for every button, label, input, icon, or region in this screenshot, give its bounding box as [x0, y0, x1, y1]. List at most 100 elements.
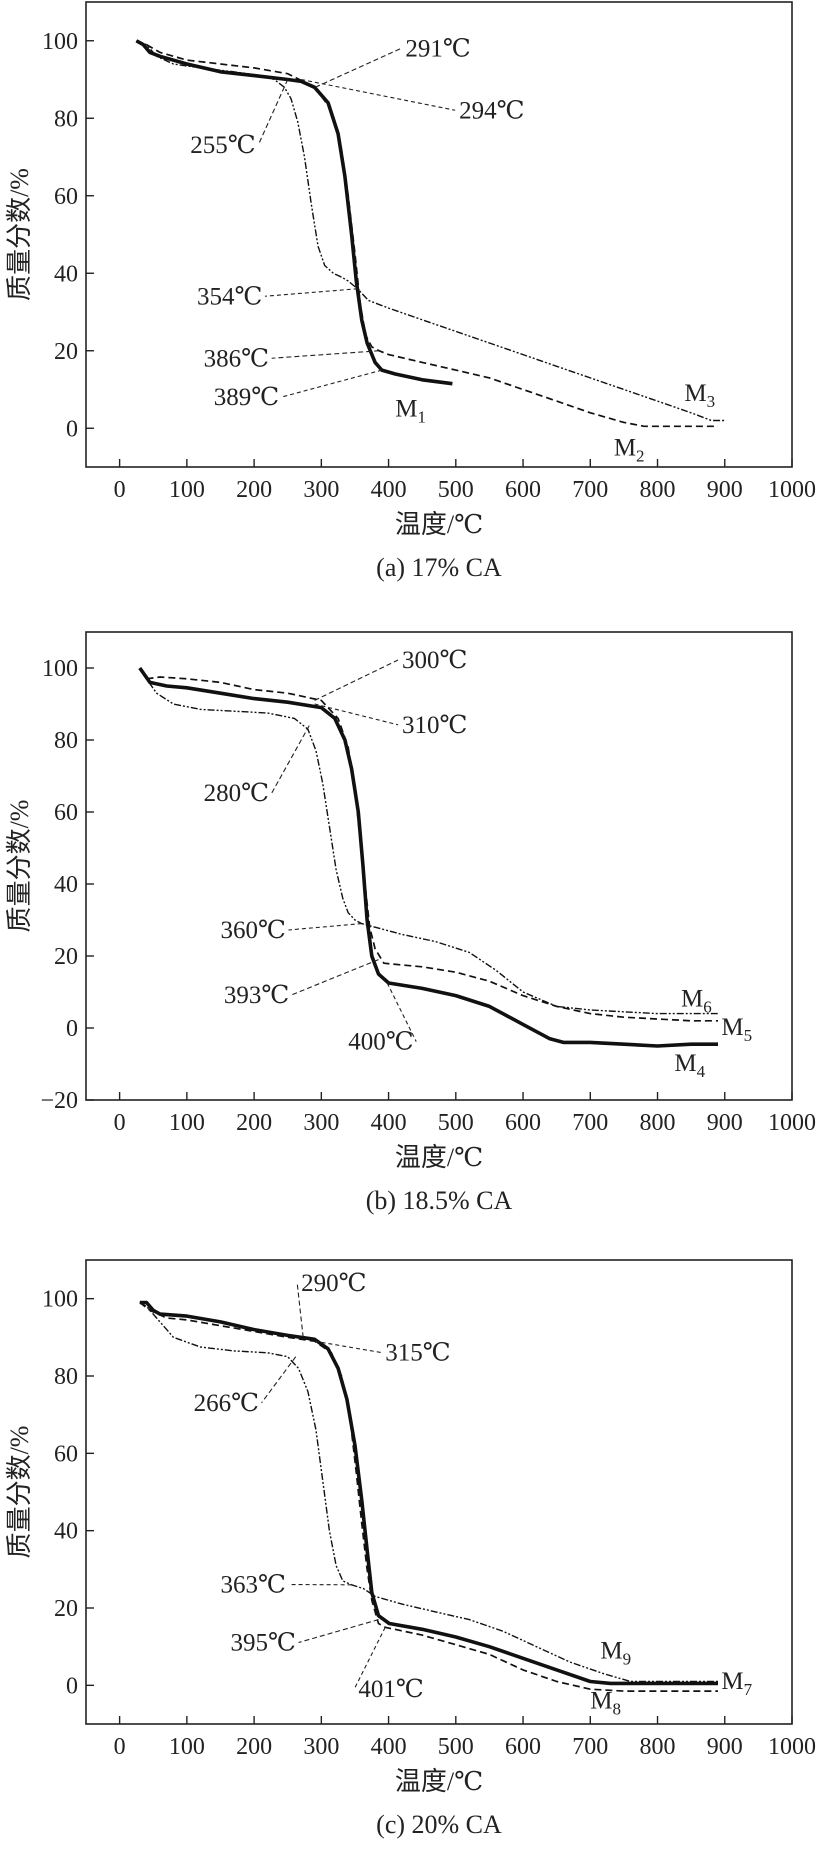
x-tick-label: 300: [303, 1110, 339, 1136]
annotation-leader: [315, 47, 402, 88]
x-tick-label: 100: [169, 477, 205, 503]
annotation-label: 315℃: [385, 1340, 450, 1367]
y-tick-label: 20: [54, 339, 78, 365]
x-tick-label: 1000: [768, 1734, 816, 1760]
x-tick-label: 100: [169, 1110, 205, 1136]
x-tick-label: 600: [505, 1110, 541, 1136]
x-tick-label: 600: [505, 477, 541, 503]
y-axis-label: 质量分数/%: [5, 800, 34, 933]
annotation-leader: [291, 959, 379, 996]
x-tick-label: 500: [438, 477, 474, 503]
x-tick-label: 800: [640, 477, 676, 503]
series-line-M8: [139, 1301, 718, 1692]
chart-panel-2: 0 100 200 300 400 500 600 700 800 900 1000 −20 0 20 40…: [5, 631, 816, 1215]
series-label-M6: M6: [681, 985, 712, 1016]
y-tick-label: 60: [54, 184, 78, 210]
x-axis-label: 温度/℃: [395, 510, 483, 539]
annotation-leader: [314, 1340, 382, 1354]
x-tick-label: 300: [303, 1734, 339, 1760]
x-tick-label: 1000: [768, 477, 816, 503]
annotation-label: 389℃: [214, 384, 279, 411]
series-label-M9: M9: [600, 1637, 631, 1668]
y-axis-label: 质量分数/%: [5, 1426, 34, 1559]
y-tick-label: 40: [54, 1519, 78, 1545]
y-axis-label: 质量分数/%: [5, 168, 34, 301]
y-tick-label: 60: [54, 1441, 78, 1467]
annotation-leader: [264, 288, 358, 297]
x-tick-label: 0: [114, 477, 126, 503]
y-tick-label: 80: [54, 728, 78, 754]
annotation-label: 266℃: [194, 1390, 259, 1417]
y-tick-label: 40: [54, 261, 78, 287]
x-tick-label: 900: [707, 1110, 743, 1136]
figure-caption: (b) 18.5% CA: [366, 1186, 513, 1215]
annotation-label: 290℃: [301, 1270, 366, 1297]
x-tick-label: 500: [438, 1734, 474, 1760]
y-tick-label: 100: [42, 29, 78, 55]
x-tick-label: 600: [505, 1734, 541, 1760]
x-tick-label: 0: [114, 1734, 126, 1760]
series-label-M8: M8: [590, 1688, 621, 1719]
x-tick-label: 800: [640, 1734, 676, 1760]
x-tick-label: 700: [572, 477, 608, 503]
series-line-M4: [138, 666, 718, 1048]
series-line-M7: [139, 1300, 718, 1686]
annotation-label: 280℃: [204, 780, 269, 807]
annotation-leader: [288, 923, 362, 931]
y-tick-label: 0: [66, 1016, 78, 1042]
plot-frame: [85, 1259, 793, 1725]
figure-caption: (a) 17% CA: [376, 553, 502, 582]
annotation-label: 354℃: [197, 283, 262, 310]
annotation-label: 393℃: [224, 982, 289, 1009]
x-tick-label: 700: [572, 1734, 608, 1760]
annotation-label: 386℃: [204, 345, 269, 372]
series-label-M1: M1: [395, 396, 426, 427]
annotation-label: 300℃: [402, 647, 467, 674]
x-tick-label: 900: [707, 477, 743, 503]
annotation-label: 294℃: [459, 97, 524, 124]
series-label-M7: M7: [721, 1668, 752, 1699]
annotation-leader: [353, 1627, 386, 1690]
x-axis-label: 温度/℃: [395, 1143, 483, 1172]
annotation-leader: [296, 1282, 304, 1338]
annotation-leader: [301, 78, 456, 111]
annotation-leader: [314, 659, 399, 701]
y-tick-label: 40: [54, 872, 78, 898]
x-tick-label: 200: [236, 477, 272, 503]
y-tick-label: 80: [54, 1364, 78, 1390]
series-line-M5: [146, 676, 718, 1022]
y-tick-label: 60: [54, 800, 78, 826]
y-tick-label: 20: [54, 944, 78, 970]
x-tick-label: 1000: [768, 1110, 816, 1136]
x-tick-label: 500: [438, 1110, 474, 1136]
x-tick-label: 200: [236, 1110, 272, 1136]
series-label-M3: M3: [684, 380, 715, 411]
plot-frame: [85, 1, 793, 468]
annotation-leader: [257, 79, 289, 146]
plot-frame: [85, 631, 793, 1101]
annotation-label: 360℃: [220, 917, 285, 944]
series-line-M9: [139, 1301, 718, 1683]
series-line-M1: [135, 39, 453, 386]
series-line-M6: [139, 667, 718, 1015]
chart-panel-3: 0 100 200 300 400 500 600 700 800 900 1000 0 20 40 60 8…: [5, 1259, 816, 1839]
y-tick-label: −20: [40, 1088, 78, 1114]
series-line-M2: [136, 40, 718, 428]
annotation-label: 363℃: [220, 1572, 285, 1599]
annotation-leader: [271, 725, 310, 794]
annotation-label: 400℃: [348, 1029, 413, 1056]
series-label-M5: M5: [721, 1014, 752, 1045]
annotation-label: 401℃: [358, 1676, 423, 1703]
y-tick-label: 0: [66, 416, 78, 442]
y-tick-label: 100: [42, 656, 78, 682]
figure-caption: (c) 20% CA: [376, 1810, 502, 1839]
x-tick-label: 400: [371, 1110, 407, 1136]
annotation-label: 255℃: [190, 132, 255, 159]
x-tick-label: 400: [371, 1734, 407, 1760]
x-tick-label: 300: [303, 477, 339, 503]
series-label-M2: M2: [614, 434, 645, 465]
y-tick-label: 100: [42, 1287, 78, 1313]
series-line-M3: [136, 40, 725, 422]
annotation-leader: [298, 1619, 379, 1644]
y-tick-label: 20: [54, 1596, 78, 1622]
